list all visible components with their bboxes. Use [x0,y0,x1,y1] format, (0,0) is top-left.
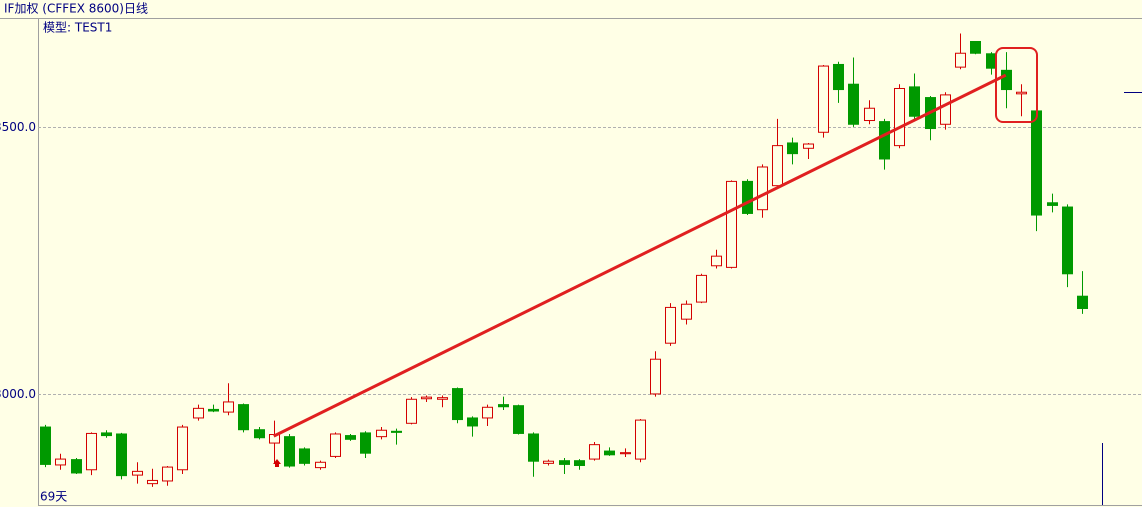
candle-body [223,401,234,413]
candle-body [208,408,219,412]
candle-body [147,479,158,485]
candle-body [970,40,981,54]
candle-body [376,429,387,438]
candle-body [650,358,661,395]
candle-body [86,432,97,471]
candle-body [742,180,753,214]
candle-body [299,448,310,464]
candle-body [635,419,646,460]
candle-body [681,303,692,320]
y-tick-label: 3000.0 [0,387,36,401]
candle-body [284,436,295,467]
candle-body [452,388,463,421]
model-label: 模型: TEST1 [43,21,112,35]
candle-body [1077,295,1088,309]
candle-body [665,306,676,344]
candle-body [787,142,798,155]
buy-arrow [273,459,281,467]
candle-body [864,107,875,122]
candle-body [833,63,844,91]
candle-body [40,426,51,465]
candle-body [513,405,524,434]
candle-body [696,274,707,303]
trend-line [273,73,1007,438]
candle-body [772,145,783,187]
candle-body [894,87,905,147]
candle-body [467,417,478,427]
candle-body [193,407,204,419]
candle-body [818,65,829,133]
candle-body [132,470,143,476]
candle-body [604,450,615,456]
candle-body [482,406,493,419]
candle-body [315,461,326,469]
candle-body [940,94,951,125]
candle-body [757,166,768,211]
candle-body [71,459,82,474]
candle-body [589,444,600,460]
candle-body [421,396,432,400]
candle-body [406,398,417,424]
candle-body [101,432,112,437]
candle-body [543,460,554,464]
candle-body [955,52,966,68]
candle-body [498,404,509,408]
candle-body [360,432,371,454]
candle-body [238,404,249,431]
candle-body [1031,110,1042,216]
candle-body [574,460,585,466]
candle-body [177,426,188,471]
candle-body [879,121,890,160]
candle-body [909,86,920,117]
candle-body [620,452,631,455]
highlight-box [995,47,1038,123]
candle-body [803,143,814,149]
chart-title: IF加权 (CFFEX 8600)日线 [4,2,148,16]
candle-body [726,180,737,268]
candle-body [848,83,859,125]
candle-body [391,430,402,433]
candle-body [162,466,173,482]
candle-body [711,255,722,267]
candle-body [559,460,570,465]
y-tick-label: 3500.0 [0,120,36,134]
candle-body [254,429,265,439]
candle-body [345,435,356,440]
candle-body [437,397,448,400]
candle-body [1001,69,1012,91]
candle-body [1062,206,1073,275]
candle-body [330,433,341,457]
candle-body [528,433,539,462]
candle-body [55,458,66,466]
candle-body [1016,91,1027,95]
days-label: 69天 [40,490,67,504]
candle-body [116,433,127,477]
candle-body [1047,202,1058,206]
